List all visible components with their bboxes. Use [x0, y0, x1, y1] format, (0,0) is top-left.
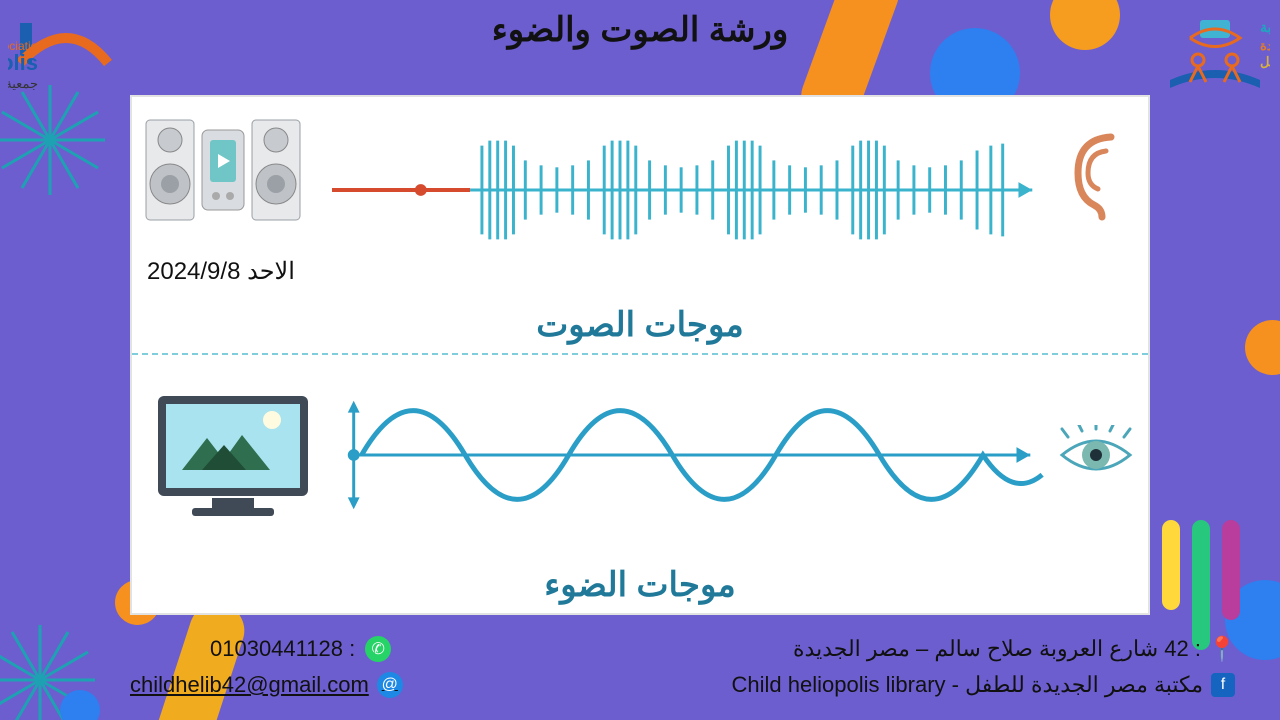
sound-wave-row: الاحد 2024/9/8 موجات الصوت	[132, 97, 1148, 355]
facebook-icon: f	[1211, 673, 1235, 697]
address-line: 📍 : 42 شارع العروبة صلاح سالم – مصر الجد…	[793, 636, 1235, 662]
eye-icon	[1056, 425, 1136, 490]
svg-text:heliopolis: heliopolis	[8, 50, 38, 75]
whatsapp-icon: ✆	[365, 636, 391, 662]
location-pin-icon: 📍	[1209, 636, 1235, 662]
light-wave-row: موجات الضوء	[132, 355, 1148, 613]
light-wave-diagram	[332, 380, 1052, 530]
email-line: childhelib42@gmail.com @	[130, 672, 403, 698]
event-date: الاحد 2024/9/8	[147, 257, 295, 286]
ear-icon	[1066, 127, 1136, 227]
svg-text:للطفل: للطفل	[1260, 54, 1270, 69]
email-address: childhelib42@gmail.com	[130, 672, 369, 698]
footer-contact: 01030441128 : ✆ childhelib42@gmail.com @…	[0, 636, 1280, 714]
page-title: ورشة الصوت والضوء	[0, 10, 1280, 50]
sound-wave-label: موجات الصوت	[132, 305, 1148, 345]
facebook-text: مكتبة مصر الجديدة للطفل - Child heliopol…	[732, 672, 1203, 698]
svg-text:جمعية مصر الجديدة: جمعية مصر الجديدة	[8, 76, 38, 92]
phone-line: 01030441128 : ✆	[210, 636, 391, 662]
speaker-icon	[144, 112, 314, 237]
monitor-icon	[152, 390, 322, 535]
facebook-line: f مكتبة مصر الجديدة للطفل - Child heliop…	[732, 672, 1235, 698]
sound-wave-diagram	[332, 125, 1052, 255]
email-icon: @	[377, 672, 403, 698]
address-text: : 42 شارع العروبة صلاح سالم – مصر الجديد…	[793, 636, 1201, 662]
phone-number: 01030441128 :	[210, 636, 355, 662]
light-wave-label: موجات الضوء	[132, 565, 1148, 605]
diagram-panel: الاحد 2024/9/8 موجات الصوت	[130, 95, 1150, 615]
